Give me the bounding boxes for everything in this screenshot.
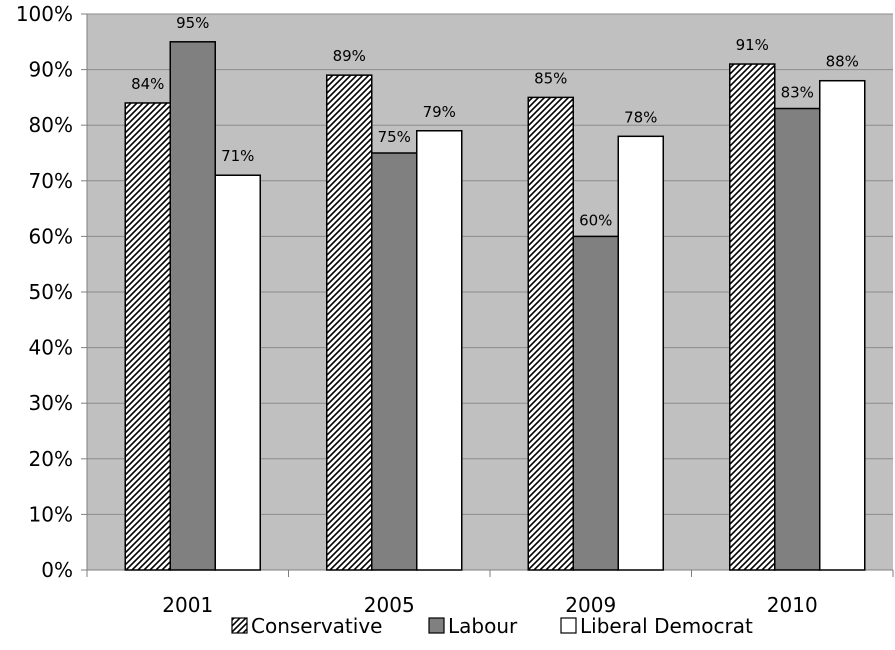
legend-swatch-liberal-democrat [560, 617, 577, 634]
data-label: 71% [221, 147, 254, 165]
y-tick-label: 50% [29, 280, 73, 304]
data-label: 83% [781, 84, 814, 102]
x-tick-label: 2009 [565, 593, 616, 617]
bar-labour-2009 [572, 235, 619, 571]
y-tick-label: 10% [29, 502, 73, 526]
bar-labour-2010 [774, 107, 821, 571]
y-tick-label: 20% [29, 447, 73, 471]
data-label: 78% [624, 108, 657, 126]
y-tick-label: 80% [29, 113, 73, 137]
y-tick-label: 70% [29, 169, 73, 193]
y-tick-label: 40% [29, 336, 73, 360]
y-tick-label: 30% [29, 391, 73, 415]
y-tick-label: 0% [41, 558, 73, 582]
y-tick-label: 60% [29, 224, 73, 248]
bars [124, 41, 866, 571]
bar-conservative-2009 [527, 96, 574, 571]
bar-conservative-2005 [326, 74, 373, 571]
data-label: 91% [736, 36, 769, 54]
data-label: 85% [534, 69, 567, 87]
bar-conservative-2010 [729, 63, 776, 571]
y-tick-label: 100% [16, 2, 73, 26]
bar-conservative-2001 [124, 102, 171, 571]
data-label: 84% [131, 75, 164, 93]
bar-liberal-democrat-2009 [617, 135, 664, 571]
legend: Conservative Labour Liberal Democrat [231, 614, 753, 638]
x-tick-label: 2005 [364, 593, 415, 617]
legend-label: Liberal Democrat [580, 614, 753, 638]
legend-label: Conservative [251, 614, 382, 638]
legend-label: Labour [448, 614, 518, 638]
data-labels: 84% 95% 71% 89% 75% 79% 85% 60% 78% 91% 83% 88% [131, 14, 859, 230]
bar-liberal-democrat-2005 [416, 130, 463, 571]
bar-labour-2005 [371, 152, 418, 571]
bar-liberal-democrat-2001 [214, 174, 261, 571]
data-label: 60% [579, 211, 612, 229]
x-tick-label: 2010 [767, 593, 818, 617]
data-label: 75% [378, 128, 411, 146]
legend-swatch-conservative [231, 617, 248, 634]
bar-labour-2001 [169, 41, 216, 571]
legend-swatch-labour [428, 617, 445, 634]
data-label: 79% [423, 103, 456, 121]
data-label: 95% [176, 14, 209, 32]
y-tick-label: 90% [29, 58, 73, 82]
bar-liberal-democrat-2010 [819, 79, 866, 571]
data-label: 89% [333, 47, 366, 65]
data-label: 88% [826, 53, 859, 71]
axes: 0% 10% 20% 30% 40% 50% 60% 70% 80% 90% 100% 2001 200… [16, 2, 894, 617]
x-tick-label: 2001 [162, 593, 213, 617]
